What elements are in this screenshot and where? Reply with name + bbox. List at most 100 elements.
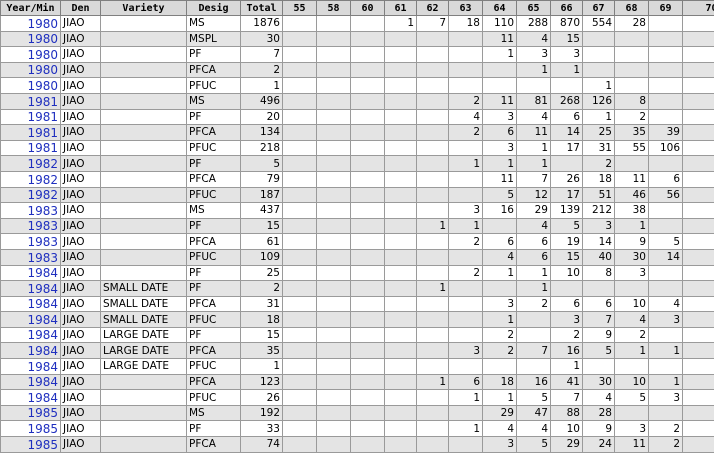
year-cell: 1981 [0,92,61,110]
year-cell: 1984 [0,326,61,344]
count-cell [282,124,317,141]
count-cell [416,108,449,126]
text-cell: JIAO [60,264,101,282]
year-cell: 1980 [0,61,61,79]
count-cell [384,264,417,282]
count-cell [350,342,385,360]
text-cell: PFCA [186,61,241,79]
count-cell [682,342,714,360]
count-cell [282,404,317,422]
count-cell [448,30,483,48]
count-cell [682,15,714,32]
text-cell: JIAO [60,46,101,63]
count-cell: 3 [582,217,615,235]
count-cell [614,358,649,375]
count-cell [384,30,417,48]
count-cell: 1 [614,342,649,360]
count-cell: 30 [240,30,283,48]
count-cell: 1 [516,139,551,157]
column-header: 66 [550,0,583,16]
count-cell: 1 [516,280,551,297]
column-header: 64 [482,0,517,16]
count-cell [350,436,385,453]
count-cell: 1 [384,15,417,32]
count-cell: 4 [516,420,551,438]
text-cell: PFUC [186,389,241,406]
count-cell [282,326,317,344]
count-cell [448,170,483,188]
count-cell: 17 [550,186,583,204]
count-cell [416,420,449,438]
column-header: 67 [582,0,615,16]
count-cell: 51 [582,186,615,204]
text-cell [100,92,187,110]
count-cell [282,77,317,94]
year-cell: 1984 [0,373,61,391]
count-cell: 16 [550,342,583,360]
count-cell: 4 [448,108,483,126]
table-row: 1983 JIAO PFCA 61 2 6 6 19 14 9 5 [0,233,714,250]
table-row: 1983 JIAO MS 437 3 16 29 139 212 38 [0,202,714,219]
count-cell [648,15,683,32]
count-cell: 1 [240,358,283,375]
count-cell [316,124,351,141]
text-cell: PFCA [186,233,241,250]
count-cell: 3 [614,264,649,282]
table-row: 1984 JIAO SMALL DATE PFCA 31 3 2 6 6 10 4 [0,295,714,313]
count-cell [648,155,683,172]
count-cell: 870 [550,15,583,32]
count-cell [448,404,483,422]
count-cell: 33 [240,420,283,438]
text-cell [100,15,187,32]
table-row: 1980 JIAO PFUC 1 1 [0,77,714,94]
count-cell: 35 [614,124,649,141]
count-cell [282,342,317,360]
count-cell: 5 [482,186,517,204]
count-cell [282,15,317,32]
count-cell: 2 [448,264,483,282]
table-row: 1984 JIAO SMALL DATE PF 2 1 1 [0,280,714,297]
count-cell [316,264,351,282]
count-cell [384,108,417,126]
column-header: 55 [282,0,317,16]
year-cell: 1984 [0,342,61,360]
count-cell: 15 [240,217,283,235]
count-cell [384,124,417,141]
count-cell [682,420,714,438]
text-cell: PFCA [186,124,241,141]
count-cell [282,186,317,204]
count-cell [682,186,714,204]
table-row: 1981 JIAO MS 496 2 11 81 268 126 8 [0,92,714,110]
count-cell [350,186,385,204]
text-cell: JIAO [60,186,101,204]
count-cell [416,311,449,328]
count-cell [550,280,583,297]
count-cell [682,217,714,235]
count-cell: 106 [648,139,683,157]
column-header: Variety [100,0,187,16]
count-cell [648,92,683,110]
text-cell: PFUC [186,186,241,204]
count-cell: 496 [240,92,283,110]
count-cell [682,30,714,48]
count-cell [648,326,683,344]
count-cell [682,404,714,422]
count-cell: 16 [482,202,517,219]
count-cell [648,30,683,48]
count-cell: 1 [582,108,615,126]
text-cell: SMALL DATE [100,311,187,328]
text-cell: JIAO [60,30,101,48]
count-cell: 9 [582,326,615,344]
count-cell: 7 [582,311,615,328]
count-cell [448,295,483,313]
table-row: 1980 JIAO MSPL 30 11 4 15 [0,30,714,48]
count-cell: 2 [648,420,683,438]
count-cell [648,77,683,94]
year-cell: 1982 [0,170,61,188]
count-cell: 25 [240,264,283,282]
year-cell: 1983 [0,248,61,266]
count-cell: 1 [582,77,615,94]
column-header: 70 [682,0,714,16]
count-cell: 134 [240,124,283,141]
count-cell [282,108,317,126]
